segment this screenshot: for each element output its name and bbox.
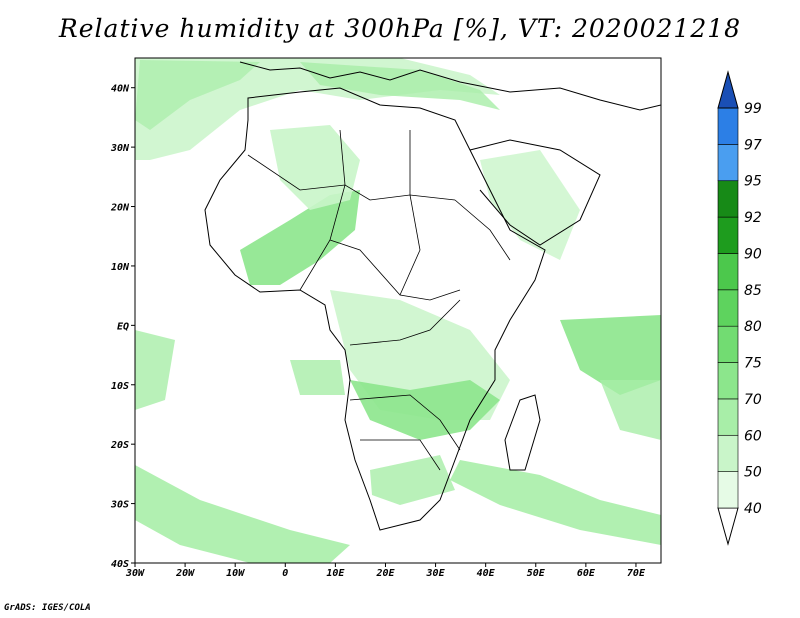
colorbar-segment — [717, 434, 739, 472]
humidity-band-north-core — [135, 60, 260, 130]
border-line — [349, 394, 461, 451]
colorbar-label: 40 — [744, 501, 762, 517]
colorbar-segment — [717, 180, 739, 218]
border-line — [349, 299, 461, 346]
colorbar-segment — [717, 362, 739, 400]
colorbar-label: 50 — [744, 465, 762, 481]
humidity-band-southern-africa — [370, 455, 455, 505]
colorbar-segment — [717, 253, 739, 291]
coastlines — [204, 61, 661, 531]
lat-tick-label: 30N — [110, 143, 130, 154]
lat-tick-label: 10N — [111, 262, 130, 273]
border-line — [360, 439, 441, 471]
colorbar-segment — [717, 325, 739, 363]
border-line — [454, 199, 511, 261]
humidity-band-indian-ocean-south — [600, 380, 661, 440]
humidity-band-east-africa — [480, 150, 580, 260]
asia-coastline — [509, 87, 661, 111]
chart-title: Relative humidity at 300hPa [%], VT: 202… — [58, 14, 742, 43]
colorbar: 40 50 60 70 75 80 85 90 92 95 97 99 — [717, 70, 762, 546]
colorbar-segment — [717, 107, 739, 145]
lon-tick-label: 40E — [477, 568, 496, 579]
arabia-coastline — [469, 139, 601, 246]
colorbar-label: 85 — [744, 283, 762, 299]
colorbar-label: 92 — [744, 210, 762, 226]
lon-tick-label: 60E — [577, 568, 596, 579]
latitude-axis: 40N 30N 20N 10N EQ 10S 20S 30S 40S — [110, 84, 135, 570]
colorbar-label: 95 — [744, 174, 762, 190]
lat-tick-label: 30S — [110, 500, 129, 511]
credit-text: GrADS: IGES/COLA — [4, 603, 91, 613]
humidity-band-south-atlantic-west — [135, 330, 175, 410]
colorbar-label: 80 — [744, 319, 762, 335]
lat-tick-label: 10S — [111, 381, 129, 392]
humidity-band-south-atlantic-jet — [135, 465, 350, 563]
map-frame — [134, 57, 662, 564]
colorbar-low-arrow — [717, 507, 739, 546]
colorbar-segment — [717, 398, 739, 436]
country-borders — [247, 129, 511, 471]
colorbar-label: 60 — [744, 428, 762, 444]
europe-coastline — [239, 61, 511, 93]
lat-tick-label: 40S — [111, 559, 129, 570]
humidity-band-sahel — [240, 190, 360, 285]
lon-tick-label: 10W — [226, 568, 245, 579]
lon-tick-label: 50E — [527, 568, 546, 579]
lon-tick-label: 70E — [627, 568, 646, 579]
lon-tick-label: 20E — [375, 568, 395, 579]
humidity-band-south-indian-jet — [450, 460, 661, 545]
colorbar-segment — [717, 144, 739, 182]
humidity-band-south-central — [350, 380, 500, 440]
lat-tick-label: 20N — [110, 203, 130, 214]
humidity-fields — [135, 58, 661, 563]
colorbar-segment — [717, 471, 739, 509]
colorbar-label: 70 — [744, 392, 762, 408]
lon-tick-label: 10E — [326, 568, 345, 579]
colorbar-high-arrow — [717, 70, 739, 109]
lon-tick-label: 30E — [426, 568, 446, 579]
lat-tick-label: 40N — [111, 84, 130, 95]
humidity-band-mid-atlantic — [290, 360, 345, 395]
border-line — [329, 239, 461, 301]
colorbar-label: 90 — [744, 246, 762, 262]
lat-tick-label: 20S — [110, 440, 129, 451]
humidity-band-sahara — [270, 125, 360, 210]
africa-coastline — [204, 87, 546, 531]
lon-tick-label: 0 — [282, 568, 288, 579]
colorbar-label: 75 — [744, 356, 762, 372]
colorbar-label: 99 — [744, 101, 762, 117]
border-line — [399, 130, 421, 296]
colorbar-segment — [717, 216, 739, 254]
border-line — [299, 129, 346, 291]
longitude-axis: 30W 20W 10W 0 10E 20E 30E 40E 50E 60E 70E — [125, 563, 646, 579]
lon-tick-label: 20W — [175, 568, 195, 579]
colorbar-label: 97 — [744, 137, 762, 153]
border-line — [247, 154, 456, 201]
madagascar-coastline — [504, 394, 541, 471]
lat-tick-label: EQ — [117, 321, 129, 332]
lon-tick-label: 30W — [125, 568, 145, 579]
humidity-band-indian-ocean — [560, 315, 661, 395]
colorbar-segment — [717, 289, 739, 327]
